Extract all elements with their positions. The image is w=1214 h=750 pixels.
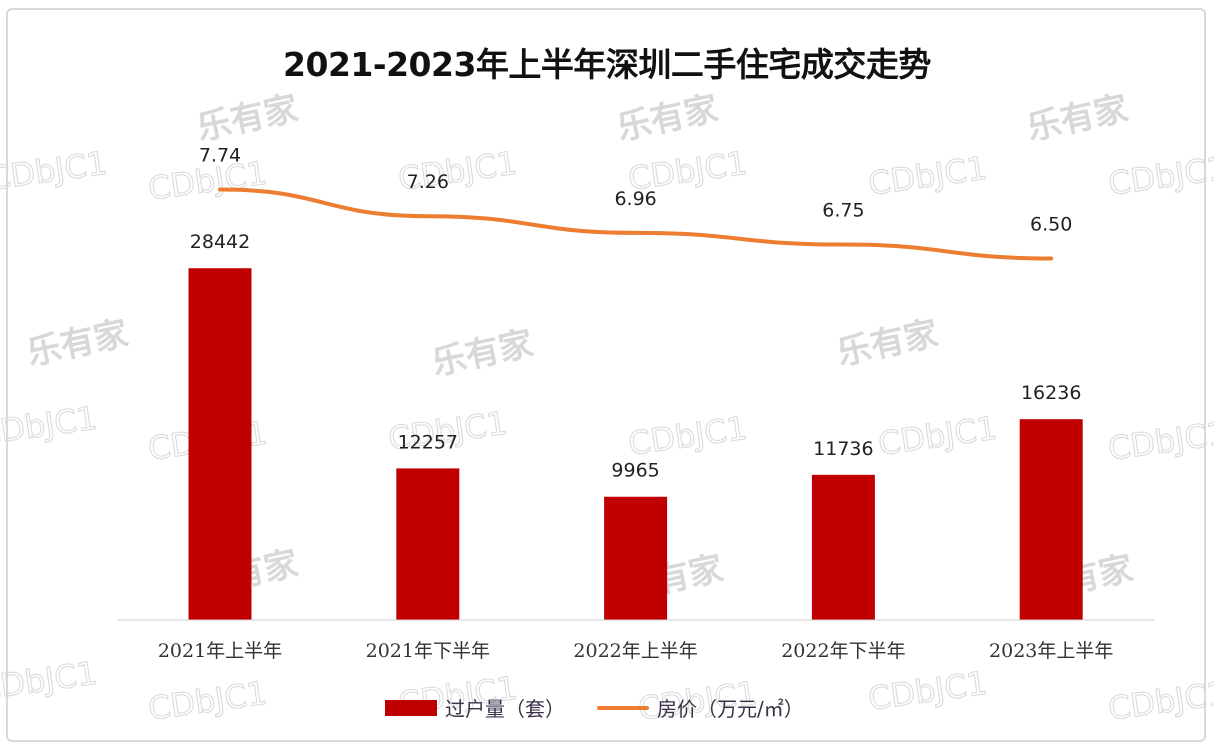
legend-label-bar: 过户量（套）: [445, 697, 565, 721]
watermark-logo: 乐有家: [834, 313, 942, 373]
watermark-code: CDbJC1: [1106, 414, 1214, 468]
bar: [188, 268, 252, 620]
bar-data-label: 28442: [190, 231, 250, 253]
chart-frame: [6, 8, 1206, 742]
bar-data-label: 11736: [813, 438, 873, 460]
watermark-logo: 乐有家: [614, 88, 722, 148]
watermark-logo: 乐有家: [1024, 88, 1132, 148]
watermark-code: CDbJC1: [0, 144, 109, 198]
chart-title: 2021-2023年上半年深圳二手住宅成交走势: [283, 45, 931, 84]
price-line: [218, 187, 1054, 261]
x-tick-label: 2021年下半年: [366, 640, 490, 662]
line-data-label: 6.50: [1030, 213, 1072, 235]
watermark-code: CDbJC1: [866, 664, 990, 718]
watermark-code: CDbJC1: [1106, 674, 1214, 728]
x-tick-label: 2023年上半年: [989, 640, 1113, 662]
bar: [396, 468, 460, 620]
bar-data-label: 16236: [1021, 382, 1081, 404]
bar: [604, 496, 668, 620]
x-tick-label: 2022年上半年: [573, 640, 697, 662]
legend-label-line: 房价（万元/㎡）: [657, 697, 804, 721]
watermark-code: CDbJC1: [0, 399, 99, 453]
watermark-code: CDbJC1: [866, 149, 990, 203]
legend-swatch-line: [597, 705, 649, 710]
watermark-code: CDbJC1: [0, 654, 99, 708]
bar-data-label: 9965: [611, 460, 659, 482]
watermark-code: CDbJC1: [1106, 149, 1214, 203]
bar: [1019, 419, 1083, 620]
watermark-code: CDbJC1: [626, 409, 750, 463]
watermark-logo: 乐有家: [429, 323, 537, 383]
x-tick-label: 2021年上半年: [158, 640, 282, 662]
watermark-code: CDbJC1: [146, 674, 270, 728]
legend-item-line: 房价（万元/㎡）: [597, 693, 804, 722]
legend-item-bar: 过户量（套）: [385, 693, 565, 722]
legend-swatch-bar: [385, 699, 437, 716]
watermark-logo: 乐有家: [194, 88, 302, 148]
line-data-label: 7.26: [407, 171, 449, 193]
line-data-label: 6.75: [822, 200, 864, 222]
bar-data-label: 12257: [398, 431, 458, 453]
bar: [811, 474, 875, 620]
watermark-code: CDbJC1: [876, 409, 1000, 463]
line-data-label: 6.96: [614, 188, 656, 210]
x-tick-label: 2022年下半年: [781, 640, 905, 662]
watermark-logo: 乐有家: [24, 313, 132, 373]
line-data-label: 7.74: [199, 144, 241, 166]
